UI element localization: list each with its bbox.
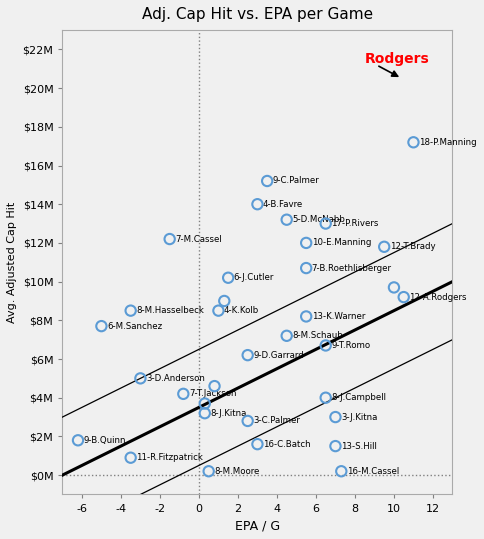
- Point: [224, 273, 231, 282]
- Text: 12-A.Rodgers: 12-A.Rodgers: [408, 293, 466, 302]
- Point: [243, 351, 251, 360]
- Point: [200, 409, 208, 418]
- Point: [337, 467, 345, 475]
- Point: [166, 234, 173, 243]
- Text: 8-M.Moore: 8-M.Moore: [214, 467, 259, 476]
- Point: [263, 177, 271, 185]
- Text: 13-K.Warner: 13-K.Warner: [311, 312, 364, 321]
- Point: [399, 293, 407, 301]
- Text: 4-B.Favre: 4-B.Favre: [262, 200, 302, 209]
- Point: [321, 341, 329, 350]
- Text: 3-D.Anderson: 3-D.Anderson: [146, 374, 204, 383]
- Text: 6-M.Sanchez: 6-M.Sanchez: [107, 322, 162, 330]
- Y-axis label: Avg. Adjusted Cap Hit: Avg. Adjusted Cap Hit: [7, 202, 17, 323]
- Text: 8-J.Campbell: 8-J.Campbell: [331, 393, 385, 402]
- Point: [282, 216, 290, 224]
- Text: 7-M.Cassel: 7-M.Cassel: [175, 234, 222, 244]
- Point: [389, 283, 397, 292]
- Point: [302, 239, 309, 247]
- Point: [220, 296, 227, 305]
- Point: [204, 467, 212, 475]
- Text: 3-C.Palmer: 3-C.Palmer: [253, 417, 300, 425]
- Point: [243, 417, 251, 425]
- Text: 7-T.Jackson: 7-T.Jackson: [188, 389, 236, 398]
- Text: 18-P.Manning: 18-P.Manning: [418, 138, 476, 147]
- Title: Adj. Cap Hit vs. EPA per Game: Adj. Cap Hit vs. EPA per Game: [142, 7, 372, 22]
- Text: 11-R.Fitzpatrick: 11-R.Fitzpatrick: [136, 453, 203, 462]
- Text: 9-C.Palmer: 9-C.Palmer: [272, 176, 319, 185]
- Text: Rodgers: Rodgers: [364, 52, 428, 66]
- Text: 4-K.Kolb: 4-K.Kolb: [224, 306, 258, 315]
- Point: [126, 306, 134, 315]
- X-axis label: EPA / G: EPA / G: [234, 519, 279, 532]
- Point: [321, 393, 329, 402]
- Point: [200, 399, 208, 408]
- Point: [302, 264, 309, 272]
- Text: 16-M.Cassel: 16-M.Cassel: [346, 467, 398, 476]
- Point: [253, 440, 261, 448]
- Point: [331, 442, 339, 451]
- Point: [126, 453, 134, 462]
- Text: 3-J.Kitna: 3-J.Kitna: [340, 412, 377, 421]
- Point: [282, 331, 290, 340]
- Point: [379, 243, 387, 251]
- Text: 8-M.Schaub: 8-M.Schaub: [292, 331, 342, 340]
- Text: 7-B.Roethlisberger: 7-B.Roethlisberger: [311, 264, 391, 273]
- Point: [331, 413, 339, 421]
- Text: 13-S.Hill: 13-S.Hill: [340, 441, 376, 451]
- Point: [179, 390, 187, 398]
- Text: 12-T.Brady: 12-T.Brady: [389, 243, 435, 251]
- Text: 17-P.Rivers: 17-P.Rivers: [331, 219, 378, 228]
- Text: 8-M.Hasselbeck: 8-M.Hasselbeck: [136, 306, 204, 315]
- Point: [253, 200, 261, 209]
- Point: [321, 219, 329, 228]
- Point: [97, 322, 105, 330]
- Point: [408, 138, 416, 147]
- Text: 8-J.Kitna: 8-J.Kitna: [210, 409, 246, 418]
- Text: 9-D.Garrard: 9-D.Garrard: [253, 351, 303, 360]
- Text: 9-B.Quinn: 9-B.Quinn: [83, 436, 126, 445]
- Point: [210, 382, 218, 390]
- Text: 9-T.Romo: 9-T.Romo: [331, 341, 370, 350]
- Point: [214, 306, 222, 315]
- Point: [302, 312, 309, 321]
- Text: 10-E.Manning: 10-E.Manning: [311, 238, 370, 247]
- Point: [136, 374, 144, 383]
- Text: 6-J.Cutler: 6-J.Cutler: [233, 273, 273, 282]
- Text: 16-C.Batch: 16-C.Batch: [262, 440, 310, 448]
- Point: [74, 436, 82, 445]
- Text: 5-D.McNabb: 5-D.McNabb: [292, 215, 345, 224]
